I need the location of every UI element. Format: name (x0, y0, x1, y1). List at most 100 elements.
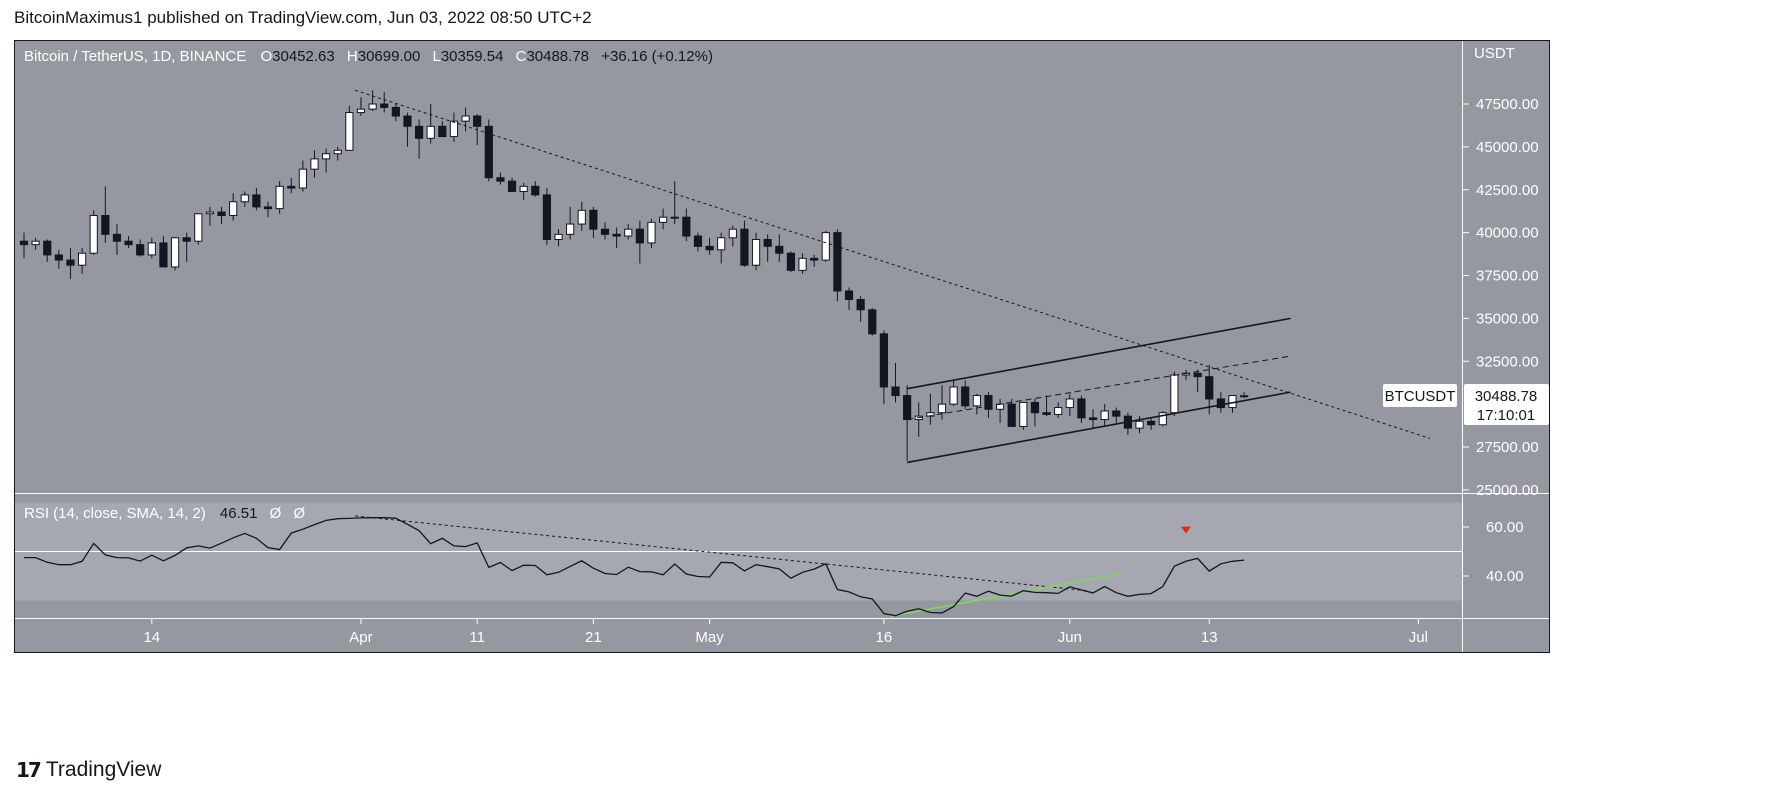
bearish-candle[interactable] (833, 229, 842, 302)
bullish-candle[interactable] (1065, 393, 1074, 417)
tradingview-brand[interactable]: 17 TradingView (16, 758, 161, 782)
bearish-candle[interactable] (542, 188, 551, 245)
bearish-candle[interactable] (879, 330, 888, 405)
bullish-candle[interactable] (566, 206, 575, 240)
bearish-candle[interactable] (438, 121, 447, 138)
bullish-candle[interactable] (461, 107, 470, 132)
bearish-candle[interactable] (391, 104, 400, 122)
bearish-candle[interactable] (159, 236, 168, 268)
bearish-candle[interactable] (1112, 407, 1121, 423)
bullish-candle[interactable] (1170, 371, 1179, 417)
bearish-candle[interactable] (507, 177, 517, 192)
price-chart[interactable]: 47500.00 45000.00 42500.00 40000.00 37500.00… (14, 40, 1550, 653)
bullish-candle[interactable] (647, 218, 656, 249)
bullish-candle[interactable] (322, 148, 331, 173)
bearish-candle[interactable] (693, 232, 703, 252)
bearish-candle[interactable] (1147, 417, 1156, 430)
bearish-candle[interactable] (1205, 364, 1214, 415)
bearish-candle[interactable] (263, 201, 273, 218)
bullish-candle[interactable] (751, 232, 761, 271)
rsi-downtrend-line[interactable] (355, 515, 1088, 592)
bullish-candle[interactable] (670, 181, 679, 225)
bullish-candle[interactable] (972, 393, 981, 415)
bearish-candle[interactable] (380, 91, 389, 113)
channel-upper-line[interactable] (906, 317, 1291, 390)
channel-middle-line[interactable] (907, 355, 1291, 421)
bearish-candle[interactable] (775, 234, 784, 262)
bullish-candle[interactable] (798, 253, 807, 274)
bullish-candle[interactable] (1158, 410, 1167, 427)
bearish-candle[interactable] (1042, 395, 1051, 417)
bearish-candle[interactable] (54, 249, 63, 269)
bearish-candle[interactable] (635, 220, 644, 264)
bearish-candle[interactable] (1088, 409, 1098, 429)
bullish-candle[interactable] (31, 237, 40, 250)
bullish-candle[interactable] (345, 105, 354, 151)
bullish-candle[interactable] (624, 224, 633, 240)
bullish-candle[interactable] (1135, 416, 1144, 434)
bearish-candle[interactable] (124, 236, 133, 249)
bullish-candle[interactable] (659, 208, 668, 230)
bullish-candle[interactable] (1240, 392, 1249, 398)
bullish-candle[interactable] (240, 191, 249, 207)
bearish-candle[interactable] (891, 362, 900, 403)
price-pane[interactable] (14, 40, 1462, 493)
bullish-candle[interactable] (310, 150, 319, 178)
bullish-candle[interactable] (368, 90, 377, 111)
bearish-candle[interactable] (1030, 398, 1040, 427)
bullish-candle[interactable] (78, 248, 87, 274)
bearish-candle[interactable] (112, 224, 122, 255)
bearish-candle[interactable] (682, 208, 691, 242)
bearish-candle[interactable] (612, 227, 621, 249)
bearish-candle[interactable] (496, 172, 505, 185)
time-axis[interactable] (14, 618, 1462, 652)
bullish-candle[interactable] (275, 181, 284, 214)
bearish-candle[interactable] (531, 181, 540, 197)
price-axis[interactable] (1463, 40, 1550, 652)
bullish-candle[interactable] (1054, 402, 1063, 418)
bearish-candle[interactable] (961, 380, 970, 410)
bearish-candle[interactable] (182, 232, 191, 262)
bearish-candle[interactable] (868, 308, 877, 336)
bearish-candle[interactable] (810, 254, 819, 267)
bullish-candle[interactable] (449, 112, 459, 142)
bearish-candle[interactable] (763, 234, 772, 262)
bullish-candle[interactable] (1019, 401, 1028, 430)
bullish-candle[interactable] (554, 229, 563, 247)
bearish-candle[interactable] (1216, 392, 1225, 413)
bearish-candle[interactable] (414, 119, 424, 159)
bearish-candle[interactable] (786, 251, 796, 273)
channel-lower-line[interactable] (906, 391, 1291, 464)
bullish-candle[interactable] (821, 230, 830, 262)
bearish-candle[interactable] (252, 188, 261, 211)
bearish-candle[interactable] (403, 112, 412, 147)
bearish-candle[interactable] (484, 119, 493, 182)
bearish-candle[interactable] (844, 287, 854, 310)
bearish-candle[interactable] (600, 222, 610, 240)
bullish-candle[interactable] (333, 146, 342, 161)
bullish-candle[interactable] (577, 201, 586, 231)
bullish-candle[interactable] (89, 210, 98, 255)
bullish-candle[interactable] (229, 193, 238, 221)
ticker-tag[interactable] (1383, 384, 1457, 407)
bullish-candle[interactable] (728, 225, 737, 247)
rsi-line[interactable] (24, 517, 1245, 617)
bearish-candle[interactable] (984, 392, 993, 418)
bearish-candle[interactable] (19, 232, 29, 259)
bullish-candle[interactable] (1100, 404, 1109, 427)
bullish-candle[interactable] (205, 206, 215, 226)
bearish-candle[interactable] (66, 248, 75, 279)
bullish-candle[interactable] (170, 237, 180, 271)
bearish-candle[interactable] (856, 296, 865, 322)
price-downtrend-line[interactable] (355, 89, 1431, 439)
bullish-candle[interactable] (356, 97, 366, 117)
bearish-candle[interactable] (287, 177, 296, 194)
bearish-candle[interactable] (1193, 369, 1202, 393)
bearish-candle[interactable] (217, 206, 226, 225)
bullish-candle[interactable] (519, 182, 528, 201)
bearish-candle[interactable] (101, 186, 110, 243)
bullish-candle[interactable] (949, 380, 958, 406)
bearish-candle[interactable] (740, 220, 749, 267)
bullish-candle[interactable] (298, 160, 307, 192)
bearish-candle[interactable] (1007, 398, 1016, 427)
